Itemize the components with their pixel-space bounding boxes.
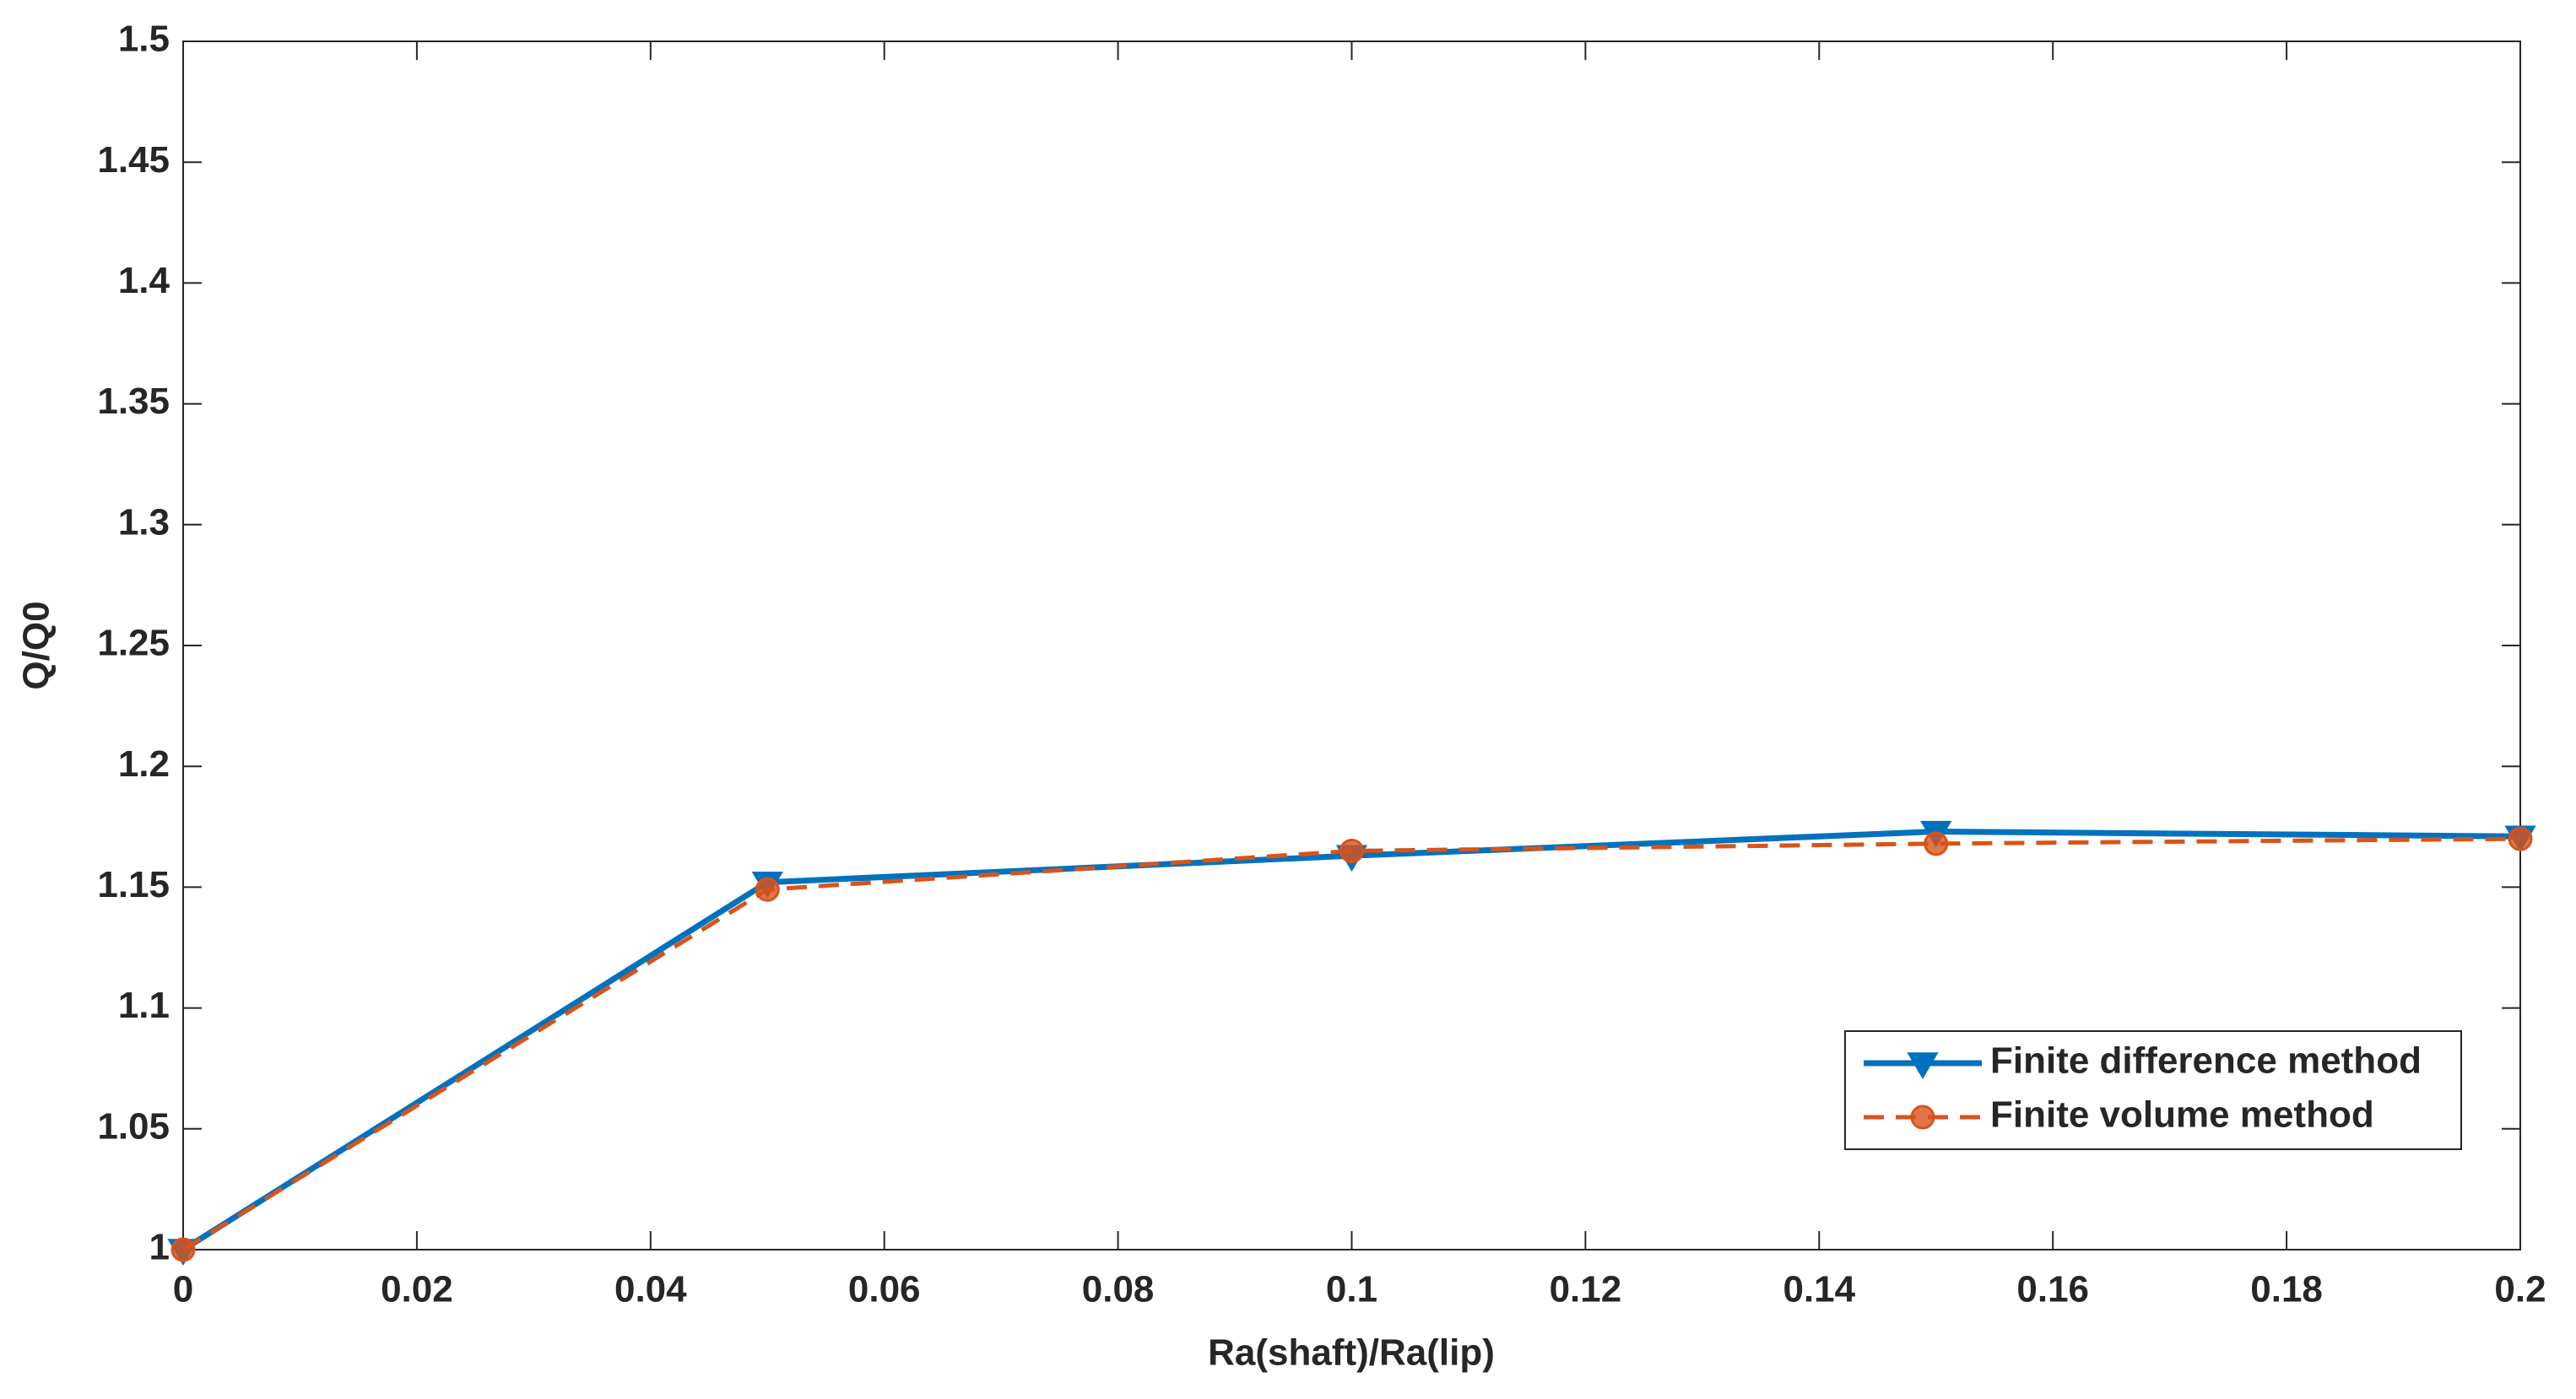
x-tick-label: 0.12 [1550, 1269, 1622, 1310]
y-tick-label: 1.5 [118, 19, 170, 60]
y-axis-label: Q/Q0 [16, 601, 57, 689]
y-tick-label: 1.1 [118, 985, 170, 1026]
marker [2508, 826, 2533, 851]
x-axis-label: Ra(shaft)/Ra(lip) [1208, 1332, 1495, 1374]
x-tick-label: 0.04 [614, 1269, 687, 1310]
y-tick-label: 1.35 [97, 381, 170, 422]
x-tick-label: 0.18 [2250, 1269, 2323, 1310]
x-tick-label: 0.2 [2494, 1269, 2546, 1310]
y-tick-label: 1.45 [97, 139, 170, 181]
marker [1339, 838, 1364, 863]
y-tick-label: 1.3 [118, 501, 170, 543]
legend-label: Finite difference method [1990, 1040, 2422, 1082]
x-tick-label: 0 [173, 1269, 193, 1310]
legend-box [1844, 1030, 2462, 1150]
legend-marker [1910, 1105, 1935, 1130]
series-line [181, 836, 2521, 1252]
marker [170, 1237, 196, 1262]
legend-label: Finite volume method [1990, 1094, 2374, 1136]
y-tick-label: 1.4 [118, 260, 170, 301]
marker [755, 877, 780, 902]
y-tick-label: 1 [149, 1227, 170, 1268]
x-tick-label: 0.14 [1783, 1269, 1855, 1310]
x-tick-label: 0.08 [1082, 1269, 1155, 1310]
y-tick-label: 1.05 [97, 1105, 170, 1147]
x-tick-label: 0.1 [1326, 1269, 1377, 1310]
x-tick-label: 0.02 [381, 1269, 453, 1310]
marker [1924, 831, 1949, 856]
y-tick-label: 1.25 [97, 623, 170, 664]
legend-marker [1907, 1052, 1939, 1079]
x-tick-label: 0.16 [2016, 1269, 2089, 1310]
y-tick-label: 1.15 [97, 864, 170, 905]
y-tick-label: 1.2 [118, 743, 170, 785]
legend: Finite difference method Finite volume me… [1844, 1030, 2462, 1150]
x-tick-label: 0.06 [848, 1269, 921, 1310]
